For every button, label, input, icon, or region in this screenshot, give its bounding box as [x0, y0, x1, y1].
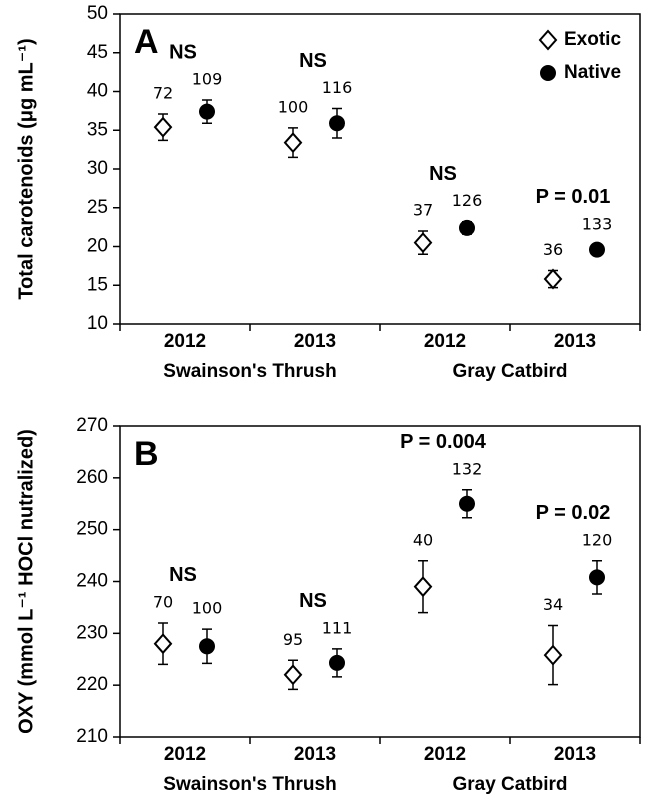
- y-tick-label: 25: [87, 197, 108, 218]
- plot-frame: [119, 13, 641, 325]
- y-tick-label: 10: [87, 313, 108, 334]
- group-label: Swainson's Thrush: [163, 774, 336, 795]
- sample-size-label: 111: [322, 618, 353, 637]
- native-marker: [459, 219, 475, 236]
- y-tick-label: 20: [87, 236, 108, 257]
- x-tick-label: 2013: [294, 744, 336, 765]
- group-label: Gray Catbird: [452, 774, 567, 795]
- x-tick-label: 2013: [554, 331, 596, 352]
- x-tick-label: 2012: [164, 331, 206, 352]
- x-tick-label: 2012: [164, 744, 206, 765]
- y-axis-label: OXY (mmol L⁻¹ HOCl nutralized): [15, 429, 37, 734]
- sample-size-label: 37: [413, 201, 433, 220]
- y-tick-label: 240: [76, 571, 108, 592]
- y-tick-label: 260: [76, 467, 108, 488]
- group-label: Gray Catbird: [452, 361, 567, 382]
- sample-size-label: 126: [452, 191, 483, 210]
- native-marker: [199, 638, 215, 655]
- y-tick-label: 30: [87, 158, 108, 179]
- exotic-marker: [413, 232, 433, 254]
- group-label: Swainson's Thrush: [163, 361, 336, 382]
- sample-size-label: 133: [582, 214, 613, 233]
- significance-label: P = 0.004: [400, 431, 487, 453]
- y-tick-label: 35: [87, 119, 108, 140]
- x-tick-label: 2012: [424, 331, 466, 352]
- exotic-marker: [153, 116, 173, 138]
- significance-label: P = 0.02: [536, 502, 611, 524]
- y-tick-label: 15: [87, 274, 108, 295]
- sample-size-label: 36: [543, 240, 563, 259]
- y-axis-label: Total carotenoids (μg mL⁻¹): [15, 38, 37, 299]
- native-marker: [589, 241, 605, 258]
- significance-label: NS: [299, 50, 327, 72]
- sample-size-label: 70: [153, 592, 173, 611]
- y-tick-label: 270: [76, 415, 108, 436]
- exotic-marker: [153, 633, 173, 655]
- sample-size-label: 109: [192, 70, 223, 89]
- legend-marker: [538, 29, 558, 51]
- native-marker: [589, 569, 605, 586]
- panel-label: A: [134, 23, 159, 61]
- significance-label: P = 0.01: [536, 186, 611, 208]
- exotic-marker: [283, 132, 303, 154]
- exotic-marker: [413, 576, 433, 598]
- y-tick-label: 45: [87, 42, 108, 63]
- panel-label: B: [134, 435, 159, 473]
- exotic-marker: [283, 664, 303, 686]
- significance-label: NS: [169, 41, 197, 63]
- exotic-marker: [543, 268, 563, 290]
- sample-size-label: 40: [413, 530, 433, 549]
- native-marker: [329, 115, 345, 132]
- significance-label: NS: [429, 163, 457, 185]
- native-marker: [459, 495, 475, 512]
- x-tick-label: 2013: [554, 744, 596, 765]
- sample-size-label: 100: [192, 599, 223, 618]
- legend-label: Native: [564, 62, 621, 83]
- sample-size-label: 132: [452, 459, 483, 478]
- x-tick-label: 2012: [424, 744, 466, 765]
- exotic-marker: [543, 644, 563, 666]
- sample-size-label: 120: [582, 530, 613, 549]
- legend-marker: [540, 65, 556, 81]
- x-tick-label: 2013: [294, 331, 336, 352]
- y-tick-label: 250: [76, 519, 108, 540]
- legend-label: Exotic: [564, 29, 621, 50]
- sample-size-label: 95: [283, 630, 303, 649]
- y-tick-label: 220: [76, 674, 108, 695]
- y-tick-label: 50: [87, 3, 108, 24]
- significance-label: NS: [299, 590, 327, 612]
- y-tick-label: 230: [76, 622, 108, 643]
- significance-label: NS: [169, 564, 197, 586]
- sample-size-label: 34: [543, 595, 563, 614]
- y-tick-label: 40: [87, 81, 108, 102]
- sample-size-label: 100: [278, 97, 309, 116]
- plot-frame: [119, 425, 641, 738]
- native-marker: [199, 103, 215, 120]
- y-tick-label: 210: [76, 726, 108, 747]
- sample-size-label: 116: [322, 78, 353, 97]
- sample-size-label: 72: [153, 83, 173, 102]
- native-marker: [329, 654, 345, 671]
